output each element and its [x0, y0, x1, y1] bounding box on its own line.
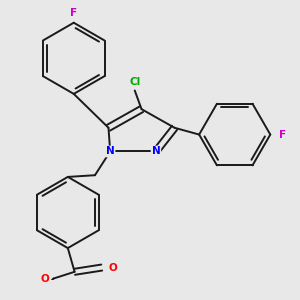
Text: O: O — [40, 274, 49, 284]
Text: N: N — [152, 146, 160, 157]
Text: O: O — [108, 262, 117, 273]
Text: F: F — [279, 130, 286, 140]
Text: Cl: Cl — [129, 77, 140, 87]
Text: N: N — [106, 146, 115, 157]
Text: F: F — [70, 8, 77, 18]
